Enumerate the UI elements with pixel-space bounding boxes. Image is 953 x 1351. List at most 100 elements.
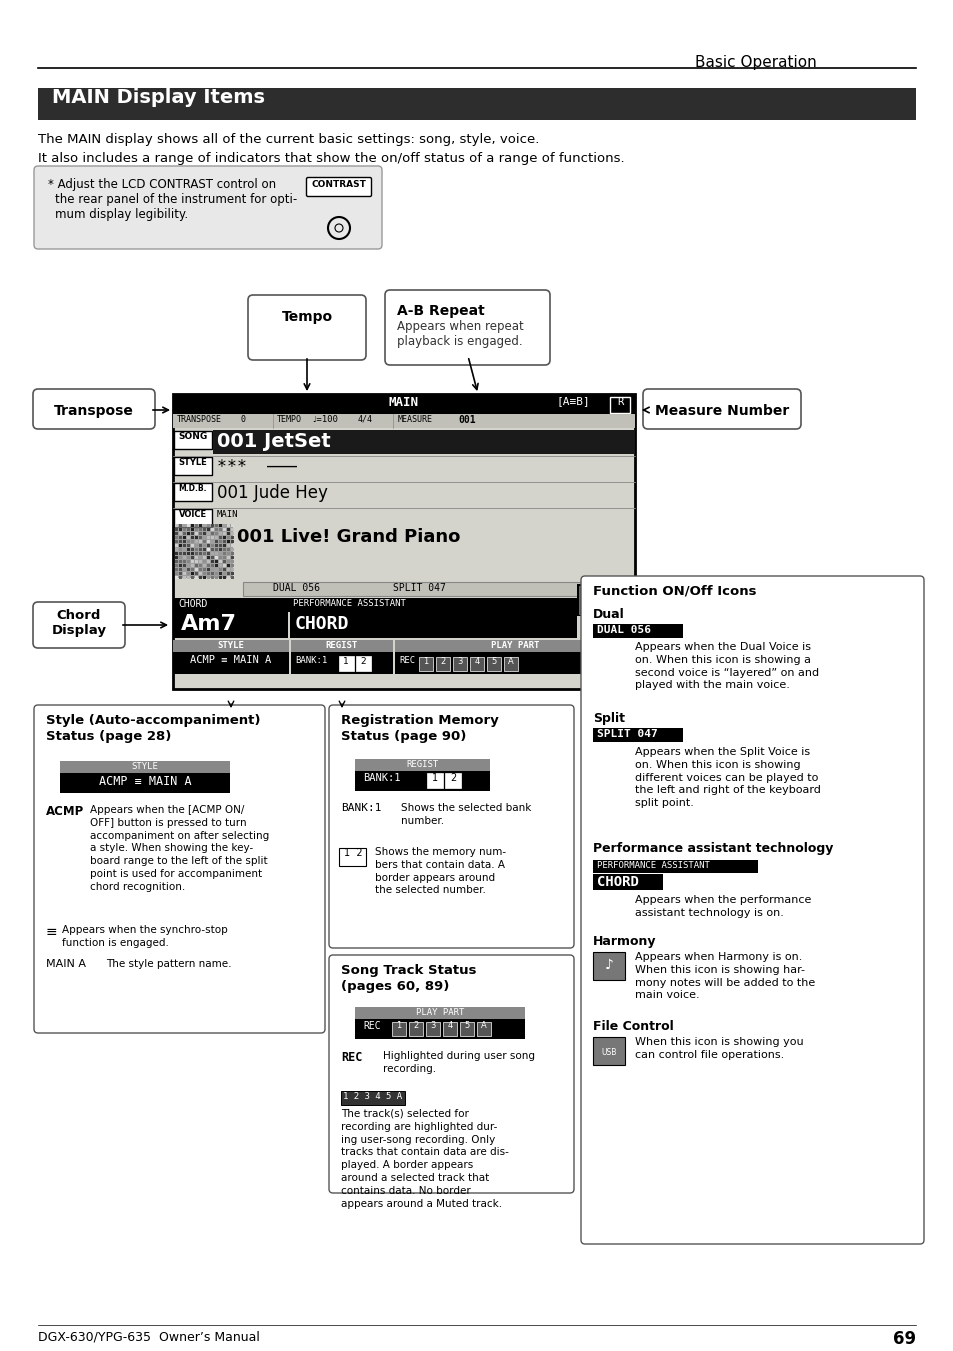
Bar xyxy=(191,557,193,559)
Bar xyxy=(203,553,206,555)
Text: STYLE: STYLE xyxy=(132,762,158,771)
Bar xyxy=(174,544,178,547)
Text: REGIST: REGIST xyxy=(406,761,438,769)
Bar xyxy=(219,540,222,543)
Bar xyxy=(187,567,190,571)
Bar xyxy=(172,612,288,638)
Bar xyxy=(199,549,202,551)
Bar xyxy=(194,540,198,543)
FancyBboxPatch shape xyxy=(642,389,801,430)
FancyBboxPatch shape xyxy=(460,1021,474,1035)
Bar xyxy=(219,549,222,551)
Bar xyxy=(211,524,213,527)
FancyBboxPatch shape xyxy=(34,166,381,249)
Text: ***  ———: *** ——— xyxy=(216,458,296,476)
Text: When this icon is showing you
can control file operations.: When this icon is showing you can contro… xyxy=(635,1038,802,1059)
Text: Split: Split xyxy=(593,712,624,725)
Text: The MAIN display shows all of the current basic settings: song, style, voice.: The MAIN display shows all of the curren… xyxy=(38,132,538,146)
Bar xyxy=(194,532,198,535)
Bar xyxy=(191,561,193,563)
Bar xyxy=(227,528,230,531)
Text: Registration Memory
Status (page 90): Registration Memory Status (page 90) xyxy=(340,713,498,743)
Bar xyxy=(199,571,202,576)
Bar xyxy=(174,540,178,543)
Bar xyxy=(179,561,182,563)
Bar xyxy=(199,557,202,559)
FancyBboxPatch shape xyxy=(173,484,212,501)
Bar xyxy=(223,540,226,543)
Text: Tempo: Tempo xyxy=(281,309,333,324)
Text: DGX-630/YPG-635  Owner’s Manual: DGX-630/YPG-635 Owner’s Manual xyxy=(38,1329,259,1343)
Text: the rear panel of the instrument for opti-: the rear panel of the instrument for opt… xyxy=(55,193,297,205)
Bar xyxy=(214,576,218,580)
Bar xyxy=(219,536,222,539)
Bar xyxy=(199,567,202,571)
Bar xyxy=(231,549,233,551)
Bar xyxy=(187,524,190,527)
Bar xyxy=(183,567,186,571)
Bar xyxy=(187,571,190,576)
Bar xyxy=(223,563,226,567)
Bar xyxy=(187,549,190,551)
Bar xyxy=(214,561,218,563)
FancyBboxPatch shape xyxy=(248,295,366,359)
Bar xyxy=(207,544,210,547)
Bar xyxy=(183,524,186,527)
Bar xyxy=(223,549,226,551)
Text: MAIN Display Items: MAIN Display Items xyxy=(52,88,265,107)
Text: 5: 5 xyxy=(491,657,497,666)
Bar xyxy=(191,553,193,555)
Text: Performance assistant technology: Performance assistant technology xyxy=(593,842,833,855)
FancyBboxPatch shape xyxy=(409,1021,423,1035)
Bar xyxy=(183,571,186,576)
Bar xyxy=(223,528,226,531)
Text: M.D.B.: M.D.B. xyxy=(178,484,207,493)
Text: Appears when the performance
assistant technology is on.: Appears when the performance assistant t… xyxy=(635,894,810,917)
Text: CHORD: CHORD xyxy=(178,598,207,609)
FancyBboxPatch shape xyxy=(443,1021,457,1035)
Text: PLAY PART: PLAY PART xyxy=(416,1008,464,1017)
Bar xyxy=(187,557,190,559)
Bar xyxy=(194,563,198,567)
Bar xyxy=(191,563,193,567)
Text: 0: 0 xyxy=(241,415,246,424)
Bar xyxy=(199,553,202,555)
Text: Song Track Status
(pages 60, 89): Song Track Status (pages 60, 89) xyxy=(340,965,476,993)
Bar xyxy=(231,567,233,571)
Bar xyxy=(223,571,226,576)
Text: 69: 69 xyxy=(892,1329,915,1348)
Text: 5: 5 xyxy=(464,1021,469,1029)
Text: * Adjust the LCD CONTRAST control on: * Adjust the LCD CONTRAST control on xyxy=(48,178,275,190)
Text: USB: USB xyxy=(612,601,626,607)
Bar xyxy=(194,576,198,580)
Text: 3: 3 xyxy=(456,657,462,666)
Bar xyxy=(214,540,218,543)
Text: 1: 1 xyxy=(432,773,437,784)
Bar xyxy=(174,571,178,576)
FancyBboxPatch shape xyxy=(173,431,212,449)
FancyBboxPatch shape xyxy=(453,657,467,670)
Text: 2: 2 xyxy=(413,1021,418,1029)
Bar xyxy=(355,759,490,771)
Text: 001: 001 xyxy=(457,415,476,426)
Bar xyxy=(183,563,186,567)
Text: Appears when repeat
playback is engaged.: Appears when repeat playback is engaged. xyxy=(396,320,523,349)
Bar xyxy=(207,528,210,531)
Text: Basic Operation: Basic Operation xyxy=(695,55,816,70)
Bar xyxy=(172,653,289,674)
Text: BANK:1: BANK:1 xyxy=(340,802,381,813)
Bar xyxy=(174,567,178,571)
Bar xyxy=(174,528,178,531)
Bar xyxy=(227,549,230,551)
FancyBboxPatch shape xyxy=(419,657,433,670)
FancyBboxPatch shape xyxy=(329,705,574,948)
Bar xyxy=(194,536,198,539)
Bar xyxy=(223,553,226,555)
Text: ACMP: ACMP xyxy=(46,805,84,817)
Bar xyxy=(207,563,210,567)
Bar xyxy=(194,561,198,563)
Bar xyxy=(227,544,230,547)
Text: ACMP ≡ MAIN A: ACMP ≡ MAIN A xyxy=(191,655,272,665)
Bar xyxy=(355,1019,524,1039)
Bar xyxy=(214,571,218,576)
